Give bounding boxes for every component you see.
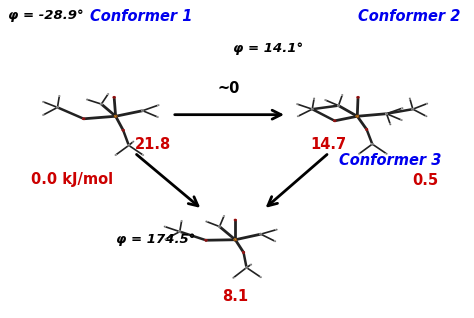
Text: Conformer 1: Conformer 1 (90, 9, 192, 24)
Text: 21.8: 21.8 (135, 137, 171, 152)
Circle shape (235, 239, 236, 240)
Circle shape (142, 110, 144, 111)
Circle shape (359, 153, 360, 154)
Circle shape (179, 231, 180, 232)
Circle shape (206, 221, 207, 222)
Text: φ = 14.1°: φ = 14.1° (233, 42, 303, 55)
Circle shape (260, 234, 262, 235)
Circle shape (113, 97, 115, 98)
Circle shape (43, 101, 44, 102)
Circle shape (314, 98, 315, 99)
Circle shape (158, 105, 159, 106)
Circle shape (386, 113, 387, 114)
Circle shape (372, 144, 373, 145)
Circle shape (298, 116, 299, 117)
Circle shape (235, 219, 236, 220)
Circle shape (87, 99, 88, 100)
Circle shape (409, 98, 410, 99)
Text: Conformer 3: Conformer 3 (338, 153, 441, 168)
Text: φ = 174.5°: φ = 174.5° (116, 233, 195, 246)
Circle shape (100, 104, 102, 105)
Circle shape (426, 116, 427, 117)
Circle shape (128, 145, 129, 146)
Circle shape (108, 93, 109, 94)
Circle shape (311, 109, 313, 110)
Circle shape (142, 110, 143, 111)
Circle shape (386, 153, 387, 154)
Circle shape (246, 267, 247, 268)
Circle shape (83, 118, 84, 119)
Circle shape (83, 118, 85, 119)
Text: φ = -28.9°: φ = -28.9° (8, 9, 83, 22)
Circle shape (251, 264, 252, 265)
Circle shape (386, 113, 387, 114)
Circle shape (133, 141, 134, 142)
Circle shape (401, 120, 402, 121)
Circle shape (115, 155, 116, 156)
Circle shape (122, 129, 124, 131)
Circle shape (390, 124, 391, 125)
Circle shape (115, 115, 117, 117)
Circle shape (412, 109, 414, 110)
Text: 8.1: 8.1 (222, 289, 248, 304)
Circle shape (143, 155, 144, 156)
Text: Conformer 2: Conformer 2 (358, 9, 460, 24)
Circle shape (234, 219, 236, 221)
Text: 0.0 kJ/mol: 0.0 kJ/mol (31, 172, 113, 187)
Circle shape (366, 129, 367, 130)
Circle shape (274, 241, 275, 242)
Circle shape (205, 240, 207, 241)
Circle shape (276, 229, 277, 230)
Text: ~0: ~0 (218, 81, 240, 96)
Circle shape (334, 120, 336, 121)
Circle shape (260, 277, 261, 278)
Circle shape (234, 239, 237, 240)
Circle shape (357, 97, 359, 98)
Circle shape (243, 252, 245, 253)
Circle shape (356, 115, 358, 117)
Circle shape (219, 226, 220, 227)
Text: 0.5: 0.5 (412, 173, 438, 188)
Circle shape (337, 105, 339, 106)
Circle shape (43, 114, 44, 115)
Circle shape (427, 103, 428, 104)
Circle shape (179, 231, 181, 232)
Circle shape (164, 226, 165, 227)
Text: 14.7: 14.7 (310, 137, 346, 152)
Circle shape (57, 107, 58, 108)
Circle shape (233, 277, 234, 278)
